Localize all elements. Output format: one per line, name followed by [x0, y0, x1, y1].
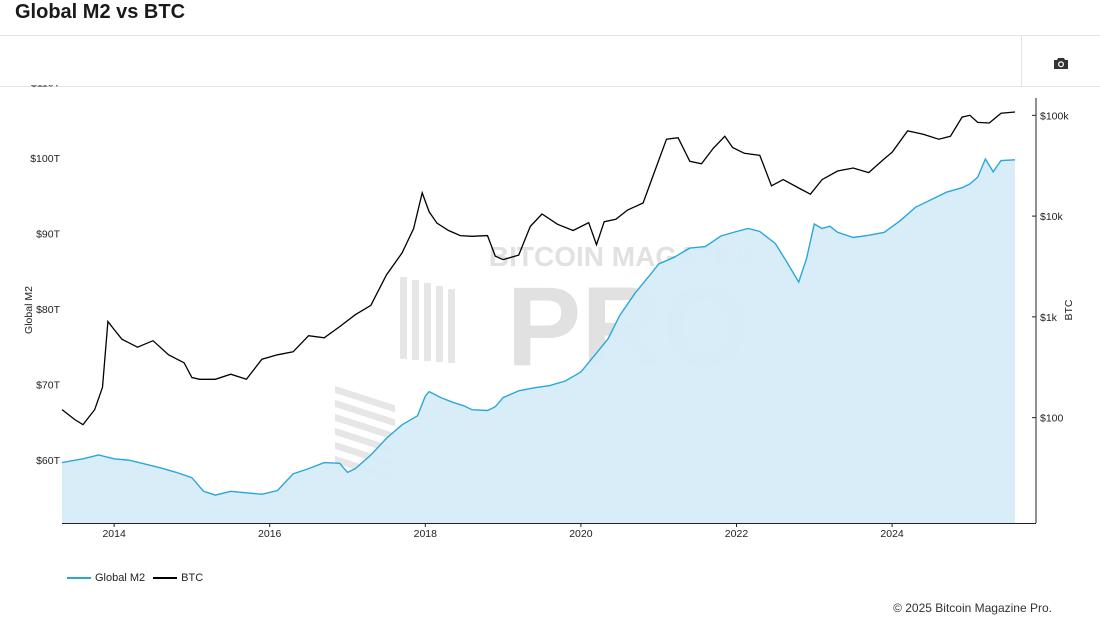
x-axis-tick-label: 2022 — [725, 528, 749, 540]
global-m2-line — [61, 157, 1016, 496]
page-title: Global M2 vs BTC — [15, 1, 186, 23]
x-axis-tick-label: 2024 — [880, 528, 904, 540]
chart-canvas: BITCOIN MAGAZINEPRO $60T$70T$80T$90T$100… — [23, 85, 1075, 540]
right-axis-tick-label: $1k — [1040, 312, 1058, 324]
x-axis-tick-label: 2020 — [569, 528, 593, 540]
x-axis-tick-label: 2014 — [102, 528, 126, 540]
legend-item-global-m2[interactable]: Global M2 — [67, 572, 145, 584]
chart-toolbar — [0, 35, 1100, 87]
camera-icon — [1054, 57, 1068, 69]
legend-label-global-m2: Global M2 — [95, 572, 146, 584]
legend-swatch-btc — [153, 577, 178, 579]
right-axis-tick-label: $100k — [1040, 110, 1069, 122]
btc-line — [61, 111, 1016, 426]
download-image-button[interactable] — [1047, 52, 1075, 74]
legend-swatch-global-m2 — [67, 577, 91, 579]
left-axis-tick-label: $90T — [36, 229, 61, 241]
left-axis-tick-label: $80T — [36, 304, 61, 316]
right-axis-title: BTC — [1063, 299, 1075, 320]
chart-legend: Global M2 BTC — [67, 572, 203, 584]
legend-item-btc[interactable]: BTC — [153, 572, 203, 584]
x-axis-tick-label: 2016 — [258, 528, 282, 540]
left-axis-tick-label: $110T — [31, 85, 61, 90]
right-axis-tick-label: $100 — [1040, 413, 1064, 425]
left-axis-tick-label: $60T — [36, 455, 61, 467]
left-axis-tick-label: $100T — [30, 153, 60, 165]
toolbar-divider — [1021, 36, 1022, 86]
left-axis-title: Global M2 — [23, 286, 35, 334]
global-m2-area — [62, 159, 1015, 523]
legend-label-btc: BTC — [181, 572, 204, 584]
watermark-logo-icon — [335, 277, 455, 483]
right-axis-tick-label: $10k — [1040, 211, 1064, 223]
x-axis-tick-label: 2018 — [414, 528, 438, 540]
copyright-notice: © 2025 Bitcoin Magazine Pro. — [893, 601, 1052, 615]
left-axis-tick-label: $70T — [36, 380, 61, 392]
